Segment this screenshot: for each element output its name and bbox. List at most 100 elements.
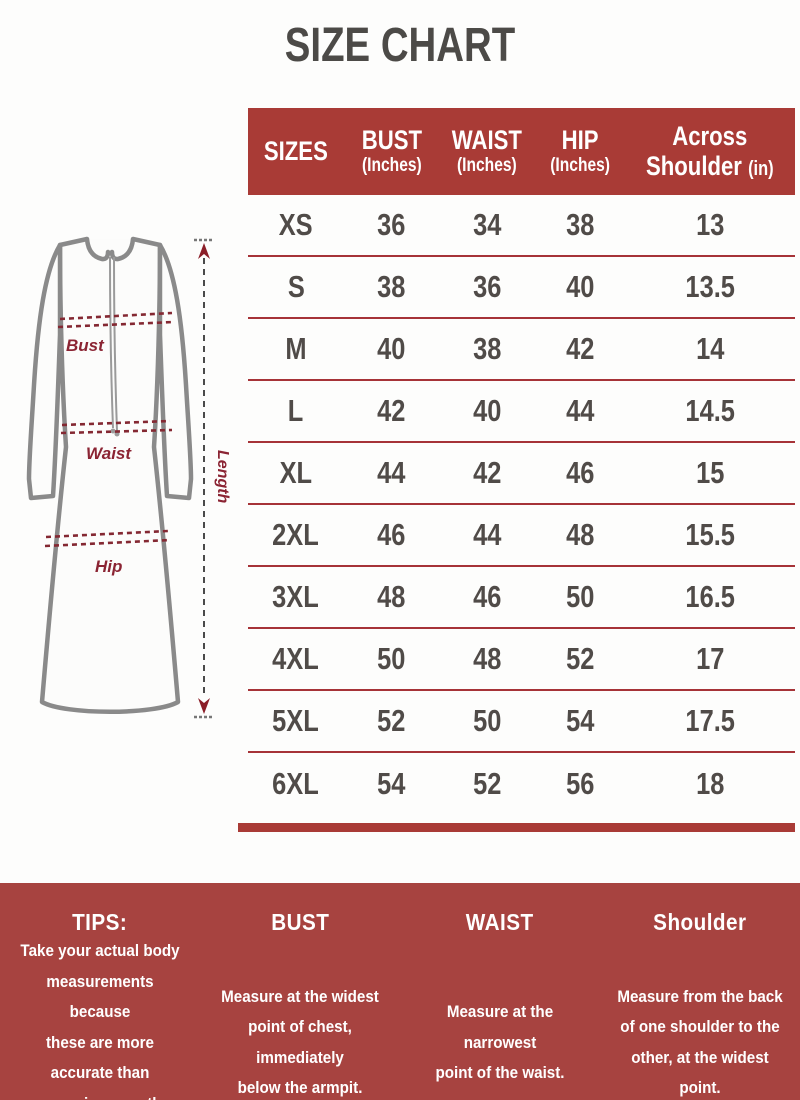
table-row: L 42 40 44 14.5 — [248, 381, 795, 443]
cell-hip: 46 — [566, 455, 595, 490]
header-shoulder: Across Shoulder (in) — [625, 122, 795, 180]
cell-size: 3XL — [272, 579, 320, 614]
table-row: M 40 38 42 14 — [248, 319, 795, 381]
cell-size: L — [288, 393, 304, 428]
kurta-left-sleeve — [26, 242, 63, 501]
cell-waist: 40 — [473, 393, 502, 428]
length-label: Length — [214, 450, 231, 504]
cell-hip: 52 — [566, 641, 595, 676]
cell-hip: 44 — [566, 393, 595, 428]
size-table-body: XS 36 34 38 13 S 38 36 40 13.5 M 40 38 4… — [248, 195, 795, 815]
cell-shoulder: 13.5 — [685, 269, 735, 304]
header-hip: HIP (Inches) — [535, 125, 625, 177]
cell-waist: 46 — [473, 579, 502, 614]
garment-figure: Bust Waist Hip Length — [0, 225, 250, 745]
page-title: SIZE CHART — [0, 22, 800, 70]
cell-shoulder: 15.5 — [685, 517, 735, 552]
footer-tips-title: TIPS: — [72, 909, 128, 935]
cell-bust: 40 — [377, 331, 406, 366]
footer-waist-title: WAIST — [466, 909, 534, 935]
cell-shoulder: 18 — [696, 766, 725, 801]
cell-bust: 52 — [377, 703, 406, 738]
cell-hip: 50 — [566, 579, 595, 614]
footer-shoulder-body: Measure from the back of one shoulder to… — [617, 987, 783, 1098]
cell-waist: 34 — [473, 207, 502, 242]
cell-size: XS — [278, 207, 313, 242]
cell-waist: 52 — [473, 766, 502, 801]
header-sizes: SIZES — [248, 135, 344, 166]
header-shoulder-unit: (in) — [748, 157, 774, 180]
footer-section-shoulder: Shoulder Measure from the back of one sh… — [600, 883, 800, 1100]
size-table-header: SIZES BUST (Inches) WAIST (Inches) HIP (… — [248, 108, 795, 195]
cell-shoulder: 13 — [696, 207, 725, 242]
header-bust-unit: (Inches) — [361, 155, 422, 177]
table-row: XL 44 42 46 15 — [248, 443, 795, 505]
waist-label: Waist — [86, 444, 132, 463]
header-waist-unit: (Inches) — [457, 155, 518, 177]
kurta-drawstring-right — [113, 256, 118, 432]
kurta-drawstring-left — [109, 256, 114, 429]
cell-hip: 40 — [566, 269, 595, 304]
waist-measure-line — [60, 419, 173, 435]
page-title-text: SIZE CHART — [284, 19, 516, 72]
bust-measure-line — [57, 311, 175, 329]
kurta-collar-left — [84, 236, 111, 262]
cell-bust: 44 — [377, 455, 406, 490]
header-shoulder-line2: Shoulder (in) — [646, 150, 774, 181]
table-row: 3XL 48 46 50 16.5 — [248, 567, 795, 629]
cell-hip: 56 — [566, 766, 595, 801]
length-arrow: Length — [194, 238, 231, 719]
cell-hip: 42 — [566, 331, 595, 366]
cell-bust: 42 — [377, 393, 406, 428]
cell-size: XL — [279, 455, 313, 490]
cell-waist: 48 — [473, 641, 502, 676]
table-row: 6XL 54 52 56 18 — [248, 753, 795, 815]
header-hip-unit: (Inches) — [550, 155, 611, 177]
table-row: 2XL 46 44 48 15.5 — [248, 505, 795, 567]
bust-label: Bust — [66, 336, 105, 355]
hip-measure-line — [44, 529, 171, 548]
cell-bust: 36 — [377, 207, 406, 242]
cell-size: 6XL — [272, 766, 320, 801]
table-bottom-bar — [238, 823, 795, 832]
footer-section-tips: TIPS: Take your actual body measurements… — [0, 883, 200, 1100]
cell-waist: 44 — [473, 517, 502, 552]
cell-hip: 54 — [566, 703, 595, 738]
cell-waist: 38 — [473, 331, 502, 366]
cell-bust: 38 — [377, 269, 406, 304]
footer-bust-title: BUST — [270, 909, 330, 935]
cell-hip: 38 — [566, 207, 595, 242]
kurta-collar-right — [109, 236, 136, 262]
footer-waist-body: Measure at the narrowest point of the wa… — [435, 1003, 565, 1083]
cell-hip: 48 — [566, 517, 595, 552]
header-bust-label: BUST — [361, 125, 422, 155]
tips-footer: TIPS: Take your actual body measurements… — [0, 883, 800, 1100]
cell-size: S — [287, 269, 305, 304]
kurta-diagram: Bust Waist Hip Length — [26, 236, 231, 719]
cell-shoulder: 17.5 — [685, 703, 735, 738]
drawstring-tip-left — [110, 428, 116, 434]
size-table: SIZES BUST (Inches) WAIST (Inches) HIP (… — [238, 108, 795, 832]
header-waist: WAIST (Inches) — [439, 125, 535, 177]
kurta-body-outline — [39, 236, 181, 714]
header-waist-label: WAIST — [452, 125, 523, 155]
cell-size: M — [285, 331, 307, 366]
table-row: 5XL 52 50 54 17.5 — [248, 691, 795, 753]
footer-tips-body: Take your actual body measurements becau… — [20, 942, 180, 1100]
cell-shoulder: 16.5 — [685, 579, 735, 614]
footer-bust-body: Measure at the widest point of chest, im… — [221, 987, 379, 1098]
hip-label: Hip — [95, 557, 122, 576]
cell-bust: 46 — [377, 517, 406, 552]
footer-section-waist: WAIST Measure at the narrowest point of … — [400, 883, 600, 1100]
cell-size: 2XL — [272, 517, 320, 552]
cell-bust: 48 — [377, 579, 406, 614]
cell-waist: 42 — [473, 455, 502, 490]
cell-size: 4XL — [272, 641, 320, 676]
header-hip-label: HIP — [561, 125, 599, 155]
cell-waist: 50 — [473, 703, 502, 738]
header-sizes-label: SIZES — [263, 135, 328, 166]
table-row: XS 36 34 38 13 — [248, 195, 795, 257]
header-bust: BUST (Inches) — [344, 125, 440, 177]
footer-section-bust: BUST Measure at the widest point of ches… — [200, 883, 400, 1100]
